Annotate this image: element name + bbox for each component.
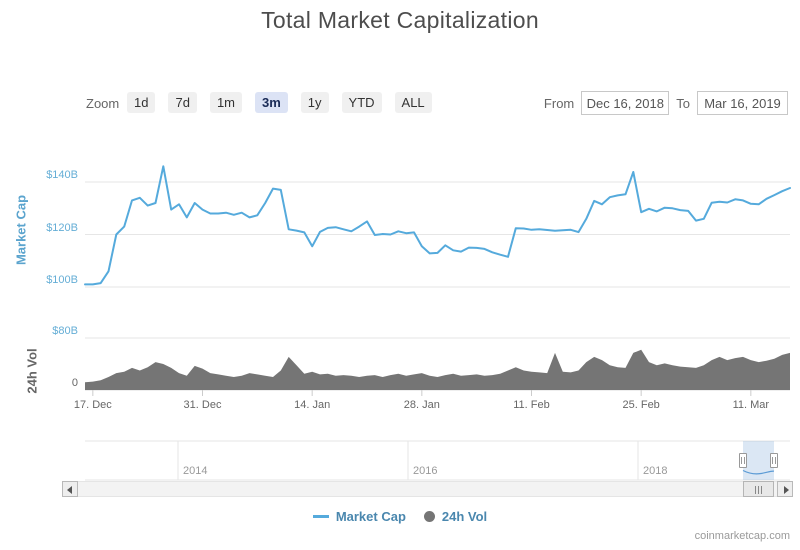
navigator: [85, 440, 790, 481]
x-axis-tick-label: 25. Feb: [622, 399, 660, 411]
x-axis-tick-label: 11. Feb: [513, 399, 550, 411]
navigator-mini-series: [742, 469, 775, 475]
watermark: coinmarketcap.com: [694, 530, 790, 542]
x-axis-tick-label: 11. Mar: [732, 399, 770, 411]
to-label: To: [676, 95, 690, 111]
volume-area-series[interactable]: [85, 349, 790, 390]
zoom-button-ytd[interactable]: YTD: [341, 92, 382, 113]
circle-marker-icon: [423, 511, 435, 522]
zoom-button-7d[interactable]: 7d: [168, 92, 197, 113]
from-label: From: [543, 95, 575, 111]
x-axis-tick-marks: [92, 390, 752, 396]
scrollbar-right-button[interactable]: [777, 481, 793, 497]
scrollbar-left-button[interactable]: [62, 481, 78, 497]
navigator-year-2016: 2016: [413, 465, 438, 477]
navigator-year-2014: 2014: [183, 465, 208, 477]
navigator-year-2018: 2018: [643, 465, 668, 477]
to-date-input[interactable]: [697, 91, 788, 115]
scrollbar-left-arrow-icon: [67, 486, 72, 494]
zoom-button-1y[interactable]: 1y: [300, 92, 329, 113]
y-tick-140b: $140B: [46, 169, 78, 181]
chart-title: Total Market Capitalization: [261, 7, 539, 33]
legend-item-market-cap[interactable]: Market Cap: [312, 509, 406, 524]
y-tick-120b: $120B: [46, 222, 78, 234]
zoom-button-1m[interactable]: 1m: [209, 92, 242, 113]
legend-item-24h-vol[interactable]: 24h Vol: [423, 509, 488, 524]
zoom-button-group: 1d 7d 1m 3m 1y YTD ALL: [127, 92, 432, 113]
y-tick-100b: $100B: [46, 274, 78, 286]
market-cap-line-series[interactable]: [84, 165, 791, 286]
from-date-input[interactable]: [581, 91, 670, 115]
market-cap-axis-title: Market Cap: [13, 194, 29, 266]
y-tick-80b: $80B: [52, 325, 78, 337]
navigator-left-handle[interactable]: [739, 453, 747, 468]
y-tick-0: 0: [71, 377, 78, 389]
zoom-button-all[interactable]: ALL: [394, 92, 432, 113]
gridlines: [85, 181, 790, 391]
line-marker-icon: [312, 515, 329, 518]
legend-label-market-cap: Market Cap: [335, 509, 406, 524]
zoom-button-1d[interactable]: 1d: [127, 92, 156, 113]
scrollbar-track[interactable]: [62, 481, 793, 497]
navigator-right-handle[interactable]: [770, 453, 778, 468]
zoom-label: Zoom: [86, 96, 120, 111]
x-axis-tick-label: 28. Jan: [403, 399, 440, 411]
x-axis-tick-label: 17. Dec: [73, 399, 112, 411]
x-axis-tick-label: 31. Dec: [183, 399, 222, 411]
x-axis-tick-label: 14. Jan: [294, 399, 331, 411]
scrollbar-thumb[interactable]: [743, 481, 774, 497]
zoom-button-3m[interactable]: 3m: [255, 92, 288, 113]
legend-label-24h-vol: 24h Vol: [441, 509, 488, 524]
scrollbar-right-arrow-icon: [784, 486, 789, 494]
legend: Market Cap 24h Vol: [0, 509, 800, 524]
date-range-controls: From To: [537, 91, 788, 115]
volume-axis-title: 24h Vol: [24, 348, 40, 394]
